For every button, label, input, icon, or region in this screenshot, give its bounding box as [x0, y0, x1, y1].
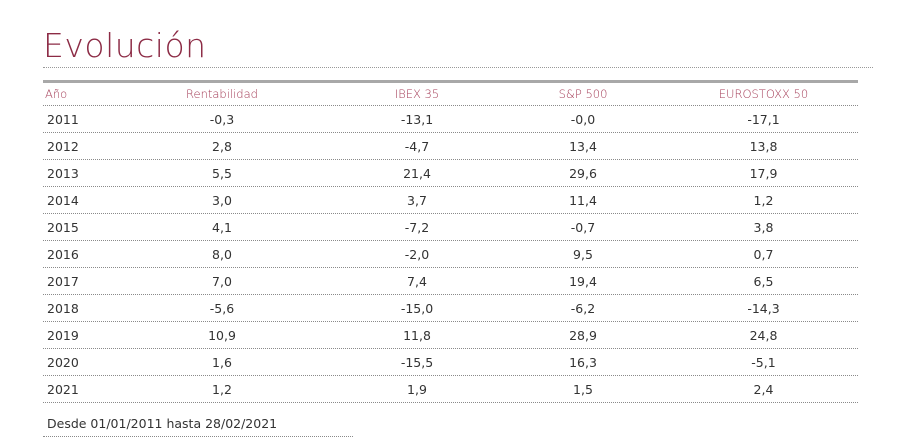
cell-year: 2020 — [47, 354, 79, 370]
cell-eurostoxx50: -17,1 — [747, 111, 780, 127]
cell-eurostoxx50: 1,2 — [753, 192, 774, 208]
cell-rentabilidad: 5,5 — [212, 165, 232, 181]
header-eurostoxx50: EUROSTOXX 50 — [718, 87, 809, 101]
cell-ibex35: 11,8 — [403, 327, 431, 343]
returns-table: Año Rentabilidad IBEX 35 S&P 500 EUROSTO… — [43, 80, 858, 403]
header-top-rule — [43, 80, 858, 83]
cell-eurostoxx50: -5,1 — [751, 354, 776, 370]
table-row: 2015 4,1 -7,2 -0,7 3,8 — [43, 214, 858, 241]
cell-ibex35: -2,0 — [404, 246, 430, 262]
header-sp500: S&P 500 — [558, 87, 608, 101]
cell-rentabilidad: 1,2 — [212, 381, 232, 397]
cell-year: 2015 — [47, 219, 79, 235]
cell-sp500: 9,5 — [573, 246, 593, 262]
cell-year: 2016 — [47, 246, 79, 262]
cell-year: 2013 — [47, 165, 79, 181]
cell-year: 2017 — [47, 273, 79, 289]
cell-rentabilidad: 7,0 — [212, 273, 232, 289]
cell-sp500: 28,9 — [569, 327, 597, 343]
cell-ibex35: -7,2 — [404, 219, 430, 235]
cell-ibex35: 21,4 — [403, 165, 431, 181]
cell-year: 2014 — [47, 192, 79, 208]
cell-ibex35: 1,9 — [407, 381, 427, 397]
cell-sp500: 16,3 — [569, 354, 597, 370]
cell-sp500: -0,7 — [570, 219, 596, 235]
cell-rentabilidad: 3,0 — [212, 192, 232, 208]
table-header-row: Año Rentabilidad IBEX 35 S&P 500 EUROSTO… — [43, 83, 858, 106]
table-body: 2011 -0,3 -13,1 -0,0 -17,1 2012 2,8 -4,7 13,4 13,… — [43, 106, 858, 403]
cell-rentabilidad: -0,3 — [209, 111, 235, 127]
cell-eurostoxx50: 17,9 — [749, 165, 778, 181]
title-divider — [43, 67, 873, 68]
cell-year: 2019 — [47, 327, 79, 343]
cell-eurostoxx50: 0,7 — [753, 246, 774, 262]
table-row: 2016 8,0 -2,0 9,5 0,7 — [43, 241, 858, 268]
cell-eurostoxx50: 13,8 — [749, 138, 778, 154]
cell-year: 2021 — [47, 381, 79, 397]
cell-eurostoxx50: 2,4 — [753, 381, 774, 397]
page-title: Evolución — [43, 26, 207, 65]
cell-ibex35: 3,7 — [407, 192, 427, 208]
cell-ibex35: -13,1 — [400, 111, 434, 127]
cell-rentabilidad: 8,0 — [212, 246, 232, 262]
cell-ibex35: -4,7 — [404, 138, 430, 154]
cell-ibex35: -15,5 — [400, 354, 434, 370]
cell-ibex35: -15,0 — [400, 300, 434, 316]
cell-rentabilidad: 2,8 — [212, 138, 232, 154]
cell-eurostoxx50: -14,3 — [747, 300, 780, 316]
table-row: 2013 5,5 21,4 29,6 17,9 — [43, 160, 858, 187]
header-year: Año — [45, 87, 68, 101]
header-ibex35: IBEX 35 — [394, 87, 440, 101]
cell-rentabilidad: -5,6 — [209, 300, 235, 316]
table-row: 2021 1,2 1,9 1,5 2,4 — [43, 376, 858, 403]
cell-sp500: 19,4 — [569, 273, 597, 289]
header-rentabilidad: Rentabilidad — [186, 87, 258, 101]
cell-rentabilidad: 1,6 — [212, 354, 232, 370]
table-row: 2017 7,0 7,4 19,4 6,5 — [43, 268, 858, 295]
cell-rentabilidad: 10,9 — [208, 327, 236, 343]
cell-eurostoxx50: 6,5 — [753, 273, 774, 289]
cell-sp500: 13,4 — [569, 138, 597, 154]
cell-sp500: 11,4 — [569, 192, 597, 208]
table-row: 2018 -5,6 -15,0 -6,2 -14,3 — [43, 295, 858, 322]
cell-sp500: -0,0 — [570, 111, 596, 127]
cell-sp500: 1,5 — [573, 381, 593, 397]
cell-year: 2018 — [47, 300, 79, 316]
table-row: 2014 3,0 3,7 11,4 1,2 — [43, 187, 858, 214]
cell-sp500: -6,2 — [570, 300, 596, 316]
cell-year: 2012 — [47, 138, 79, 154]
date-range-note: Desde 01/01/2011 hasta 28/02/2021 — [43, 412, 353, 437]
table-row: 2019 10,9 11,8 28,9 24,8 — [43, 322, 858, 349]
table-row: 2012 2,8 -4,7 13,4 13,8 — [43, 133, 858, 160]
cell-eurostoxx50: 24,8 — [749, 327, 778, 343]
cell-year: 2011 — [47, 111, 79, 127]
table-row: 2011 -0,3 -13,1 -0,0 -17,1 — [43, 106, 858, 133]
cell-sp500: 29,6 — [569, 165, 597, 181]
cell-ibex35: 7,4 — [407, 273, 427, 289]
cell-rentabilidad: 4,1 — [212, 219, 232, 235]
table-row: 2020 1,6 -15,5 16,3 -5,1 — [43, 349, 858, 376]
cell-eurostoxx50: 3,8 — [753, 219, 774, 235]
